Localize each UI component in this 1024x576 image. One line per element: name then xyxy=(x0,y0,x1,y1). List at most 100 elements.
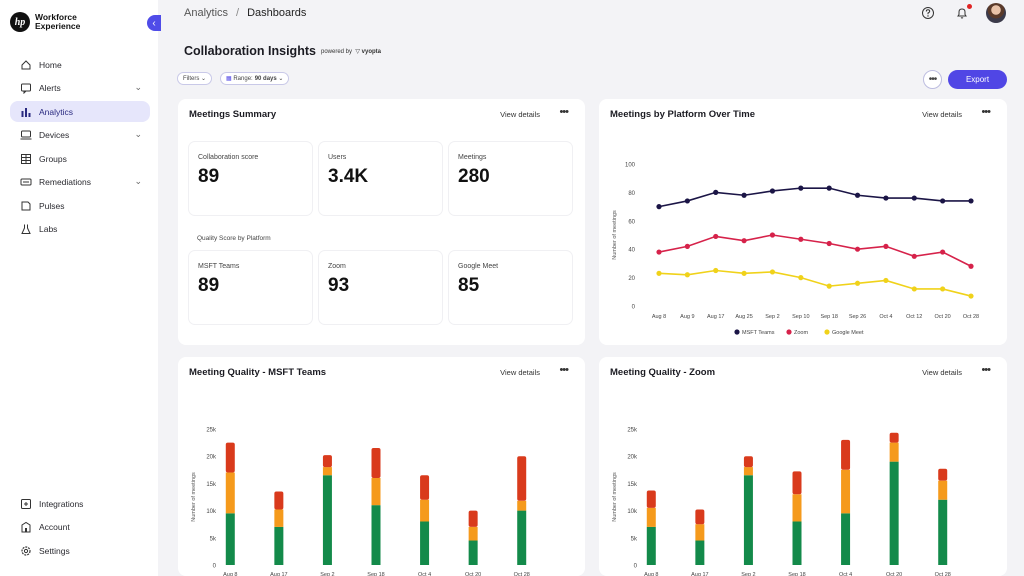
legend-label: Zoom xyxy=(794,330,808,336)
bar-segment xyxy=(420,475,430,500)
sidebar-item-groups[interactable]: Groups xyxy=(10,148,150,169)
notification-badge xyxy=(967,4,972,9)
collapse-sidebar-button[interactable]: ‹ xyxy=(147,15,161,31)
sidebar-item-settings[interactable]: Settings xyxy=(10,540,150,561)
chevron-down-icon[interactable]: ⌄ xyxy=(134,175,142,186)
data-point xyxy=(769,188,776,194)
card-menu-icon[interactable]: ••• xyxy=(559,364,569,376)
sidebar-item-remediations[interactable]: Remediations ⌄ xyxy=(10,172,150,193)
range-dropdown[interactable]: ▦ Range: 90 days ⌄ xyxy=(220,72,290,85)
card-menu-icon[interactable]: ••• xyxy=(559,106,569,118)
sidebar-item-label: Settings xyxy=(39,545,70,556)
sidebar-item-pulses[interactable]: Pulses xyxy=(10,195,150,216)
more-options-button[interactable]: ••• xyxy=(923,70,942,89)
calendar-icon: ▦ xyxy=(226,76,234,82)
data-point xyxy=(826,283,832,289)
view-details-link[interactable]: View details xyxy=(922,368,962,377)
app-logo[interactable]: hp Workforce Experience xyxy=(10,12,95,32)
stat-collaboration-score: Collaboration score 89 xyxy=(189,142,312,215)
stat-value: 85 xyxy=(458,275,480,296)
data-point xyxy=(826,185,832,191)
breadcrumb-dashboards[interactable]: Dashboards xyxy=(247,7,307,19)
card-menu-icon[interactable]: ••• xyxy=(981,364,991,376)
data-point xyxy=(741,192,747,198)
x-tick-label: Aug 8 xyxy=(223,572,237,576)
data-point xyxy=(656,204,662,210)
bell-icon[interactable] xyxy=(955,6,969,20)
breadcrumb-analytics[interactable]: Analytics xyxy=(184,7,229,19)
card-menu-icon[interactable]: ••• xyxy=(981,106,991,118)
data-point xyxy=(713,267,719,274)
bar-segment xyxy=(743,456,753,468)
sidebar-item-devices[interactable]: Devices ⌄ xyxy=(10,125,150,146)
y-tick-label: 5k xyxy=(631,536,638,542)
sidebar-item-analytics[interactable]: Analytics xyxy=(10,101,150,122)
export-button[interactable]: Export xyxy=(948,70,1007,89)
chevron-down-icon[interactable]: ⌄ xyxy=(134,128,142,139)
series-line-1 xyxy=(658,234,972,267)
app-name-line1: Workforce xyxy=(35,12,77,22)
bar-segment xyxy=(468,526,478,541)
data-point xyxy=(911,286,917,292)
breadcrumb: Analytics / Dashboards xyxy=(184,7,306,19)
data-point xyxy=(940,286,946,292)
filters-button[interactable]: Filters ⌄ xyxy=(177,72,213,85)
bar-segment xyxy=(274,491,284,510)
y-tick-label: 100 xyxy=(625,163,636,169)
x-tick-label: Aug 8 xyxy=(644,572,658,576)
sidebar-item-alerts[interactable]: Alerts ⌄ xyxy=(10,78,150,99)
data-point xyxy=(713,189,719,195)
bar-segment xyxy=(938,499,948,565)
vyopta-logo-icon: ▽ xyxy=(353,49,360,55)
stat-value: 89 xyxy=(198,275,220,296)
groups-icon xyxy=(20,153,32,165)
partner-name: vyopta xyxy=(361,49,381,55)
x-tick-label: Sep 18 xyxy=(820,314,837,320)
x-tick-label: Sep 18 xyxy=(788,572,805,576)
card-title: Meetings by Platform Over Time xyxy=(610,109,756,120)
analytics-icon xyxy=(20,106,32,118)
legend-label: MSFT Teams xyxy=(742,330,775,336)
home-icon xyxy=(20,59,32,71)
y-tick-label: 60 xyxy=(628,219,635,225)
x-tick-label: Aug 25 xyxy=(735,314,752,320)
bar-segment xyxy=(841,513,851,565)
avatar[interactable] xyxy=(986,3,1006,23)
stacked-bar-chart-zoom: 0 5k 10k 15k 20k 25k Number of meetings Aug 8 Au… xyxy=(612,428,951,576)
x-tick-label: Sep 2 xyxy=(320,572,334,576)
app-name: Workforce Experience xyxy=(35,13,95,31)
bar-segment xyxy=(371,505,381,565)
bar-segment xyxy=(792,471,802,495)
legend-marker xyxy=(734,329,740,335)
x-tick-label: Sep 26 xyxy=(849,314,866,320)
x-tick-label: Sep 2 xyxy=(765,314,779,320)
data-point xyxy=(940,249,946,255)
view-details-link[interactable]: View details xyxy=(922,110,962,119)
chevron-down-icon: ⌄ xyxy=(276,76,284,82)
view-details-link[interactable]: View details xyxy=(500,368,540,377)
bar-segment xyxy=(743,475,753,565)
x-tick-label: Oct 28 xyxy=(963,314,979,320)
view-details-link[interactable]: View details xyxy=(500,110,540,119)
bar-segment xyxy=(889,461,899,565)
y-axis-label: Number of meetings xyxy=(191,472,197,522)
bar-segment xyxy=(646,526,656,565)
data-point xyxy=(854,192,861,198)
data-point xyxy=(741,270,747,276)
quality-section-label: Quality Score by Platform xyxy=(197,235,271,242)
bar-segment xyxy=(225,472,235,514)
chevron-down-icon[interactable]: ⌄ xyxy=(134,81,142,92)
stat-label: Meetings xyxy=(458,154,487,161)
bar-segment xyxy=(938,468,948,481)
bar-segment xyxy=(938,480,948,500)
bar-segment xyxy=(695,524,705,541)
sidebar-item-labs[interactable]: Labs xyxy=(10,219,150,240)
stat-value: 89 xyxy=(198,166,220,187)
help-icon[interactable] xyxy=(921,6,935,20)
sidebar-item-home[interactable]: Home xyxy=(10,54,150,75)
sidebar-item-account[interactable]: Account xyxy=(10,517,150,538)
data-point xyxy=(883,277,889,284)
data-point xyxy=(684,243,690,249)
sidebar-item-integrations[interactable]: Integrations xyxy=(10,493,150,514)
x-tick-label: Oct 4 xyxy=(418,572,431,576)
